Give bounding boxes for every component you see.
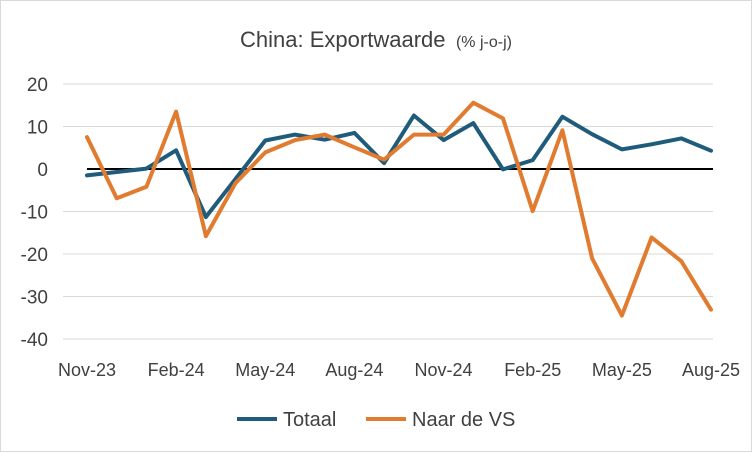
x-axis-ticks: Nov-23 Feb-24 May-24 Aug-24 Nov-24 Feb-25 May-…: [58, 360, 740, 380]
x-tick-label: May-25: [592, 360, 652, 380]
x-tick-label: Aug-25: [682, 360, 740, 380]
y-tick-label: 20: [27, 75, 48, 96]
y-tick-label: -20: [21, 245, 48, 266]
x-tick-label: Nov-24: [415, 360, 473, 380]
x-tick-label: Aug-24: [325, 360, 383, 380]
x-tick-label: Feb-24: [148, 360, 205, 380]
x-tick-label: Nov-23: [58, 360, 116, 380]
y-axis-ticks: 20 10 0 -10 -20 -30 -40: [21, 75, 48, 351]
y-tick-label: -40: [21, 330, 48, 351]
legend-label: Totaal: [283, 409, 336, 431]
y-tick-label: 0: [37, 160, 48, 181]
chart-subtitle: (% j-o-j): [456, 34, 512, 51]
chart-title: China: Exportwaarde (% j-o-j): [240, 27, 512, 52]
y-tick-label: 10: [27, 118, 48, 139]
series-line-totaal: [85, 113, 713, 219]
series-lines: [85, 100, 713, 318]
y-tick-label: -30: [21, 288, 48, 309]
series-line-naar-de-vs: [85, 100, 713, 318]
x-tick-label: Feb-25: [504, 360, 561, 380]
chart-title-main: China: Exportwaarde: [240, 27, 445, 52]
x-tick-label: May-24: [235, 360, 295, 380]
legend-label: Naar de VS: [412, 409, 515, 431]
y-tick-label: -10: [21, 203, 48, 224]
legend: Totaal Naar de VS: [237, 409, 515, 431]
